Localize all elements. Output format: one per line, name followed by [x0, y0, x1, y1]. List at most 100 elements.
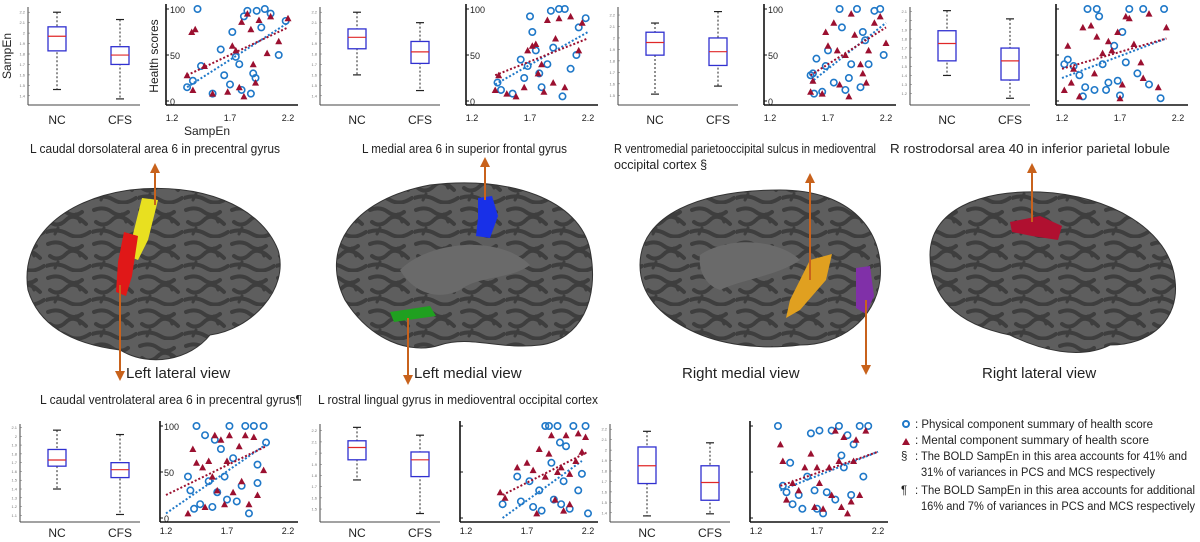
scatter-point-mcs — [1130, 40, 1138, 47]
category-label: NC — [348, 113, 366, 127]
box-y-tick-label: 1.8 — [311, 473, 317, 478]
scatter-point-pcs — [560, 5, 569, 14]
scatter-point-pcs — [1083, 5, 1092, 14]
scatter-point-pcs — [778, 481, 787, 490]
scatter-point-pcs — [782, 488, 791, 497]
box-y-tick-label: 1.7 — [19, 62, 25, 67]
scatter-x-tick-label: 1.2 — [460, 526, 473, 536]
scatter-point-mcs — [562, 431, 570, 439]
scatter-point-mcs — [1114, 28, 1122, 35]
scatter-x-tick-label: 1.2 — [750, 526, 763, 536]
scatter-point-mcs — [188, 28, 196, 35]
scatter-point-pcs — [581, 14, 590, 23]
scatter-point-mcs — [1154, 83, 1162, 91]
scatter-point-pcs — [262, 438, 271, 447]
box-y-tick-label: 2.2 — [311, 428, 317, 433]
scatter-point-mcs — [822, 28, 830, 35]
scatter-point-pcs — [859, 472, 868, 481]
scatter-point-mcs — [575, 46, 583, 54]
scatter-point-pcs — [549, 43, 558, 52]
category-label: NC — [348, 526, 366, 540]
scatter-point-pcs — [821, 62, 830, 71]
scatter-point-mcs — [199, 463, 207, 471]
scatter-point-pcs — [1102, 85, 1111, 94]
scatter-point-pcs — [553, 421, 562, 430]
scatter-y-tick-label: 0 — [170, 97, 175, 107]
scatter-point-mcs — [847, 497, 855, 505]
scatter-point-mcs — [254, 491, 261, 498]
scatter-point-mcs — [217, 436, 225, 443]
scatter-point-pcs — [183, 472, 192, 481]
scatter-point-pcs — [574, 486, 583, 495]
scatter-point-mcs — [255, 16, 263, 24]
series-mcs — [496, 429, 590, 517]
scatter-point-pcs — [496, 85, 505, 94]
scatter-point-pcs — [186, 486, 195, 495]
scatter-point-mcs — [491, 86, 499, 93]
scatter-x-tick-label: 1.2 — [466, 113, 479, 123]
scatter-x-tick-label: 1.7 — [822, 113, 835, 123]
scatter-x-tick-label: 1.7 — [221, 526, 234, 536]
scatter-point-pcs — [192, 421, 201, 430]
scatter-point-mcs — [859, 69, 867, 77]
box-y-tick-label: 1.6 — [601, 489, 607, 494]
scatter-point-pcs — [852, 5, 861, 14]
scatter-point-pcs — [1090, 85, 1099, 94]
box-y-tick-label: 2 — [315, 31, 318, 36]
scatter-point-mcs — [862, 79, 870, 86]
trend-line-pcs — [165, 443, 267, 515]
box-iqr — [47, 448, 67, 467]
box-y-tick-label: 1.8 — [901, 36, 907, 41]
scatter-point-mcs — [535, 445, 543, 452]
scatter-point-mcs — [496, 488, 504, 496]
view-label: Left lateral view — [126, 365, 230, 382]
trend-line-pcs — [502, 460, 583, 519]
category-label: CFS — [108, 113, 132, 127]
scatter-point-pcs — [193, 5, 202, 14]
box-y-tick-label: 1.6 — [11, 469, 17, 474]
box-y-tick-label: 2.1 — [11, 425, 17, 430]
scatter-x-tick-label: 1.7 — [224, 113, 237, 123]
box-y-tick-label: 2 — [315, 451, 318, 456]
scatter-point-mcs — [830, 19, 838, 26]
box-y-tick-label: 1.9 — [601, 458, 607, 463]
box-y-tick-label: 1.2 — [11, 504, 17, 509]
brain-right-lateral — [929, 163, 1177, 353]
scatter-point-mcs — [856, 491, 864, 498]
scatter-point-mcs — [847, 10, 855, 17]
box-nc — [937, 10, 957, 77]
box-y-tick-label: 1.3 — [901, 82, 907, 87]
box-iqr — [1000, 47, 1020, 81]
scatter-point-mcs — [235, 83, 243, 91]
scatter-point-mcs — [840, 433, 848, 441]
category-label: NC — [48, 113, 66, 127]
scatter-point-pcs — [577, 469, 586, 478]
scatter-point-pcs — [201, 431, 210, 440]
scatter-point-pcs — [841, 85, 850, 94]
scatter-point-pcs — [546, 6, 555, 15]
scatter-point-pcs — [228, 27, 237, 36]
scatter-point-pcs — [543, 60, 552, 69]
box-y-tick-label: 1.7 — [11, 460, 17, 465]
scatter-point-mcs — [545, 450, 553, 457]
series-mcs — [491, 12, 589, 100]
box-y-tick-label: 1.4 — [11, 487, 17, 492]
series-pcs — [493, 5, 590, 101]
scatter-point-mcs — [566, 470, 574, 477]
scatter-point-pcs — [786, 458, 795, 467]
scatter-point-pcs — [188, 76, 197, 85]
category-label: NC — [638, 526, 656, 540]
chart-panel: 2.2 2.1 2 1.9 1.8 1.7 1.6 1.5 1.4 NC CFS 0 50 100 1.2 1… — [311, 4, 598, 127]
scatter-point-pcs — [858, 27, 867, 36]
scatter-point-mcs — [833, 46, 841, 54]
chart-panel: 2.2 2.1 2 1.9 1.8 1.7 1.6 1.5 NC CFS 0 50 100 1.2 1.7 2… — [609, 4, 896, 127]
scatter-point-mcs — [809, 77, 817, 84]
chart-panel: 2.1 2 1.9 1.8 1.7 1.6 1.5 1.4 1.3 1.2 NC CFS 1.2 1.7 2… — [901, 4, 1188, 127]
box-cfs — [110, 433, 130, 516]
box-nc — [347, 426, 367, 481]
region-blob-blue — [476, 196, 498, 238]
scatter-point-mcs — [1145, 10, 1153, 17]
scatter-point-mcs — [870, 19, 878, 26]
series-pcs — [1060, 5, 1169, 103]
box-nc — [47, 11, 67, 91]
